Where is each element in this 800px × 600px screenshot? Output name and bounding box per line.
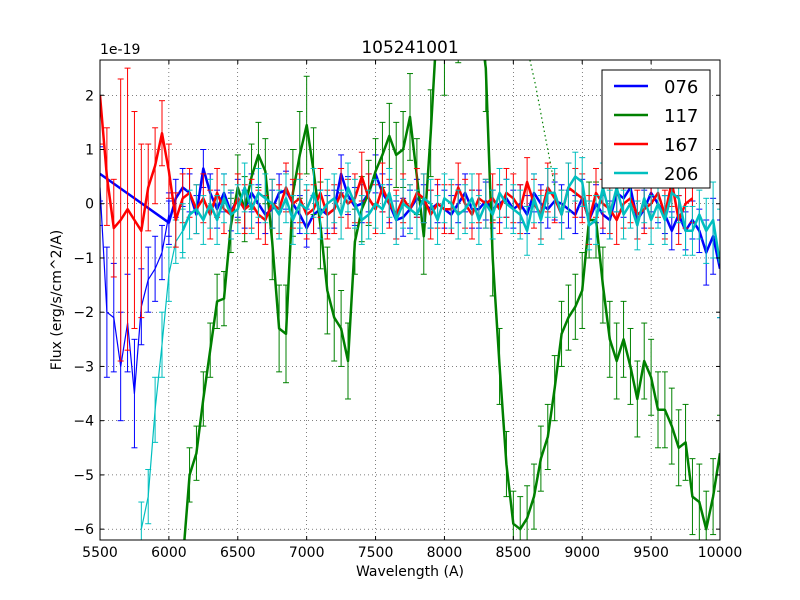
legend-label: 076 (664, 77, 698, 98)
x-tick-label: 6500 (220, 545, 256, 561)
series-076-thin-line (100, 187, 170, 395)
x-tick-label: 5500 (82, 545, 118, 561)
y-tick-label: −6 (73, 522, 94, 538)
series-117-line (183, 60, 720, 540)
x-tick-label: 8000 (427, 545, 463, 561)
y-tick-label: 2 (85, 88, 94, 104)
x-tick-label: 9000 (564, 545, 600, 561)
axis-ticks: 5500 6000 6500 7000 7500 8000 8500 9000 9500 1000… (73, 60, 742, 561)
y-tick-label: −3 (73, 359, 94, 375)
chart-title: 105241001 (361, 38, 458, 58)
y-scale-offset-label: 1e-19 (100, 42, 140, 58)
legend: 076 117 167 206 (601, 69, 711, 189)
y-tick-label: −2 (73, 305, 94, 321)
y-tick-label: −5 (73, 468, 94, 484)
y-tick-label: 0 (85, 197, 94, 213)
x-tick-label: 10000 (698, 545, 743, 561)
y-tick-label: 1 (85, 142, 94, 158)
x-tick-label: 7500 (358, 545, 394, 561)
y-tick-label: −4 (73, 414, 94, 430)
x-tick-label: 7000 (289, 545, 325, 561)
x-axis-label: Wavelength (A) (356, 564, 464, 580)
y-axis-label: Flux (erg/s/cm^2/A) (49, 230, 65, 370)
x-tick-label: 6000 (151, 545, 187, 561)
series-206-line (181, 175, 720, 264)
y-tick-label: −1 (73, 251, 94, 267)
x-tick-label: 9500 (633, 545, 669, 561)
legend-box (601, 69, 711, 189)
plot-frame (99, 59, 721, 541)
x-tick-label: 8500 (496, 545, 532, 561)
legend-label: 117 (664, 106, 698, 127)
legend-label: 167 (664, 135, 698, 156)
legend-label: 206 (664, 164, 698, 185)
